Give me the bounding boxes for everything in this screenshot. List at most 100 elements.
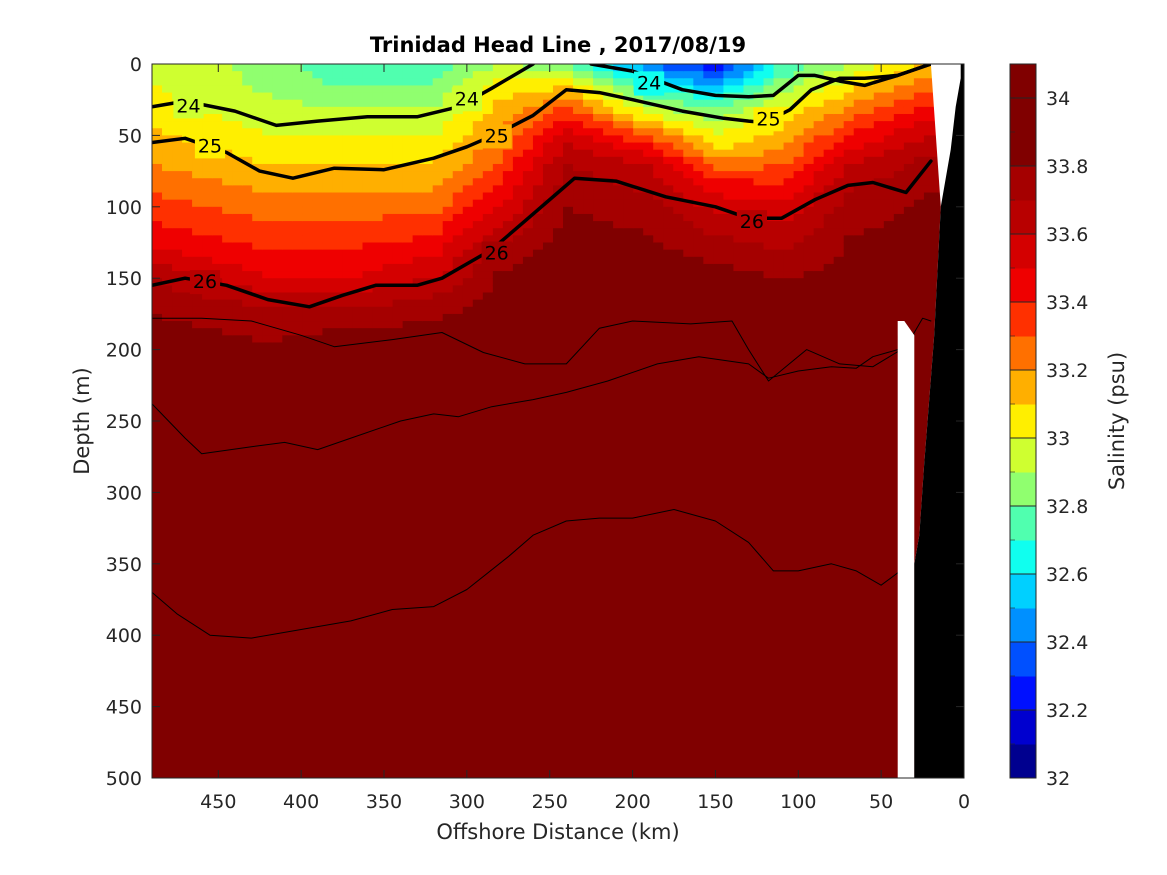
salinity-cell <box>573 228 584 236</box>
salinity-cell <box>212 513 223 522</box>
salinity-cell <box>472 628 484 636</box>
salinity-cell <box>532 385 544 394</box>
salinity-cell <box>613 770 624 778</box>
salinity-cell <box>643 313 654 322</box>
salinity-cell <box>332 356 344 365</box>
salinity-cell <box>603 720 614 729</box>
salinity-cell <box>282 235 293 244</box>
salinity-cell <box>542 499 554 508</box>
salinity-cell <box>152 628 163 636</box>
salinity-cell <box>422 199 434 208</box>
salinity-cell <box>482 278 494 286</box>
salinity-cell <box>372 178 384 186</box>
salinity-cell <box>452 485 464 493</box>
salinity-cell <box>583 406 594 415</box>
salinity-cell <box>552 549 564 558</box>
salinity-cell <box>412 278 424 286</box>
salinity-cell <box>583 235 594 244</box>
salinity-cell <box>352 713 364 722</box>
salinity-cell <box>342 78 354 87</box>
salinity-cell <box>152 585 163 593</box>
salinity-cell <box>492 306 504 315</box>
salinity-cell <box>172 663 183 672</box>
salinity-cell <box>542 371 554 379</box>
salinity-cell <box>382 656 394 665</box>
salinity-cell <box>452 178 464 186</box>
salinity-cell <box>573 321 584 329</box>
salinity-cell <box>152 592 163 601</box>
salinity-cell <box>442 421 454 429</box>
salinity-cell <box>512 563 524 572</box>
salinity-cell <box>262 506 273 515</box>
salinity-cell <box>392 299 404 308</box>
salinity-cell <box>282 192 293 201</box>
salinity-cell <box>552 149 564 158</box>
salinity-cell <box>232 263 243 272</box>
salinity-cell <box>563 442 574 451</box>
salinity-cell <box>342 585 354 593</box>
salinity-cell <box>292 735 303 743</box>
salinity-cell <box>563 670 574 679</box>
salinity-cell <box>242 378 253 386</box>
salinity-cell <box>352 292 364 301</box>
salinity-cell <box>302 442 313 451</box>
salinity-cell <box>272 335 283 344</box>
salinity-cell <box>542 570 554 579</box>
salinity-cell <box>462 513 474 522</box>
salinity-cell <box>613 249 624 258</box>
salinity-cell <box>613 499 624 508</box>
salinity-cell <box>452 371 464 379</box>
salinity-cell <box>392 271 404 279</box>
salinity-cell <box>412 663 424 672</box>
salinity-cell <box>532 64 544 72</box>
salinity-cell <box>182 492 193 501</box>
salinity-cell <box>202 656 213 665</box>
salinity-cell <box>222 71 233 79</box>
salinity-cell <box>472 363 484 372</box>
salinity-cell <box>623 135 634 144</box>
salinity-cell <box>462 299 474 308</box>
salinity-cell <box>422 613 434 622</box>
salinity-cell <box>412 678 424 686</box>
salinity-cell <box>302 249 313 258</box>
salinity-cell <box>412 606 424 615</box>
salinity-cell <box>202 392 213 401</box>
salinity-cell <box>182 428 193 436</box>
salinity-cell <box>202 592 213 601</box>
salinity-cell <box>522 192 534 201</box>
salinity-cell <box>492 64 504 72</box>
salinity-cell <box>492 163 504 172</box>
salinity-cell <box>182 628 193 636</box>
salinity-cell <box>242 413 253 422</box>
salinity-cell <box>583 171 594 179</box>
salinity-cell <box>502 235 514 244</box>
salinity-cell <box>442 113 454 122</box>
salinity-cell <box>202 499 213 508</box>
salinity-cell <box>452 549 464 558</box>
salinity-cell <box>412 585 424 593</box>
salinity-cell <box>482 535 494 543</box>
salinity-cell <box>633 206 644 215</box>
salinity-cell <box>182 520 193 529</box>
salinity-cell <box>412 713 424 722</box>
salinity-cell <box>552 663 564 672</box>
salinity-cell <box>512 278 524 286</box>
salinity-cell <box>442 428 454 436</box>
salinity-cell <box>272 342 283 351</box>
salinity-cell <box>412 549 424 558</box>
salinity-cell <box>372 321 384 329</box>
salinity-cell <box>603 121 614 129</box>
salinity-cell <box>482 713 494 722</box>
salinity-cell <box>322 478 334 486</box>
salinity-cell <box>352 463 364 472</box>
salinity-cell <box>262 328 273 336</box>
salinity-cell <box>633 163 644 172</box>
salinity-cell <box>242 92 253 101</box>
salinity-cell <box>242 670 253 679</box>
salinity-cell <box>222 85 233 94</box>
salinity-cell <box>402 349 414 358</box>
salinity-cell <box>232 585 243 593</box>
salinity-cell <box>462 442 474 451</box>
salinity-cell <box>502 292 514 301</box>
salinity-cell <box>222 728 233 736</box>
